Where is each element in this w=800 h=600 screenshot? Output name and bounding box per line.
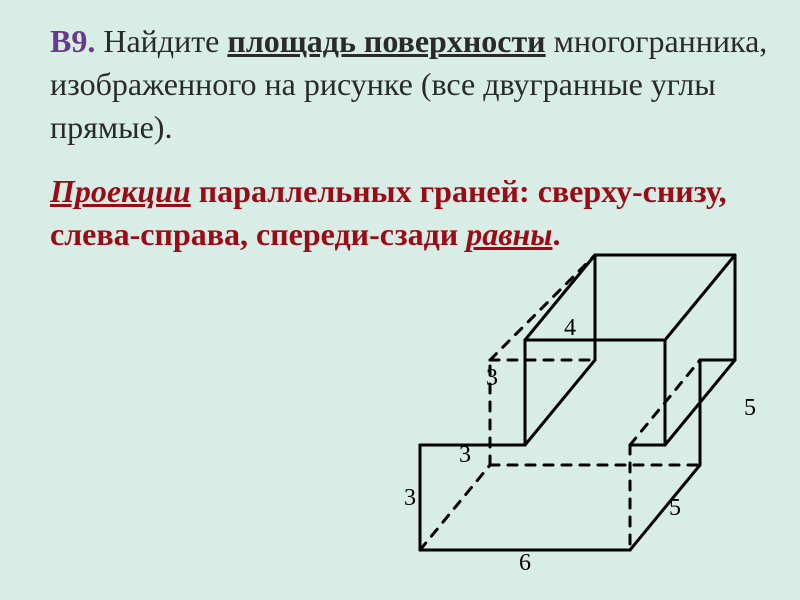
svg-text:4: 4	[564, 315, 576, 341]
title-part1: Найдите	[103, 23, 227, 59]
svg-text:5: 5	[744, 395, 756, 421]
figure: 4 3 5 3 6 3 5	[365, 210, 765, 570]
svg-text:5: 5	[669, 495, 681, 521]
svg-text:6: 6	[519, 550, 531, 570]
title-underlined: площадь поверхности	[227, 23, 545, 59]
figure-svg: 4 3 5 3 6 3 5	[365, 210, 765, 570]
hint-proj: Проекции	[50, 173, 191, 209]
problem-number: B9.	[50, 23, 95, 59]
svg-text:3: 3	[486, 365, 498, 391]
slide: B9. Найдите площадь поверхности многогра…	[0, 0, 800, 600]
problem-title: B9. Найдите площадь поверхности многогра…	[50, 20, 770, 150]
svg-text:3: 3	[459, 442, 471, 468]
svg-text:3: 3	[404, 485, 416, 511]
